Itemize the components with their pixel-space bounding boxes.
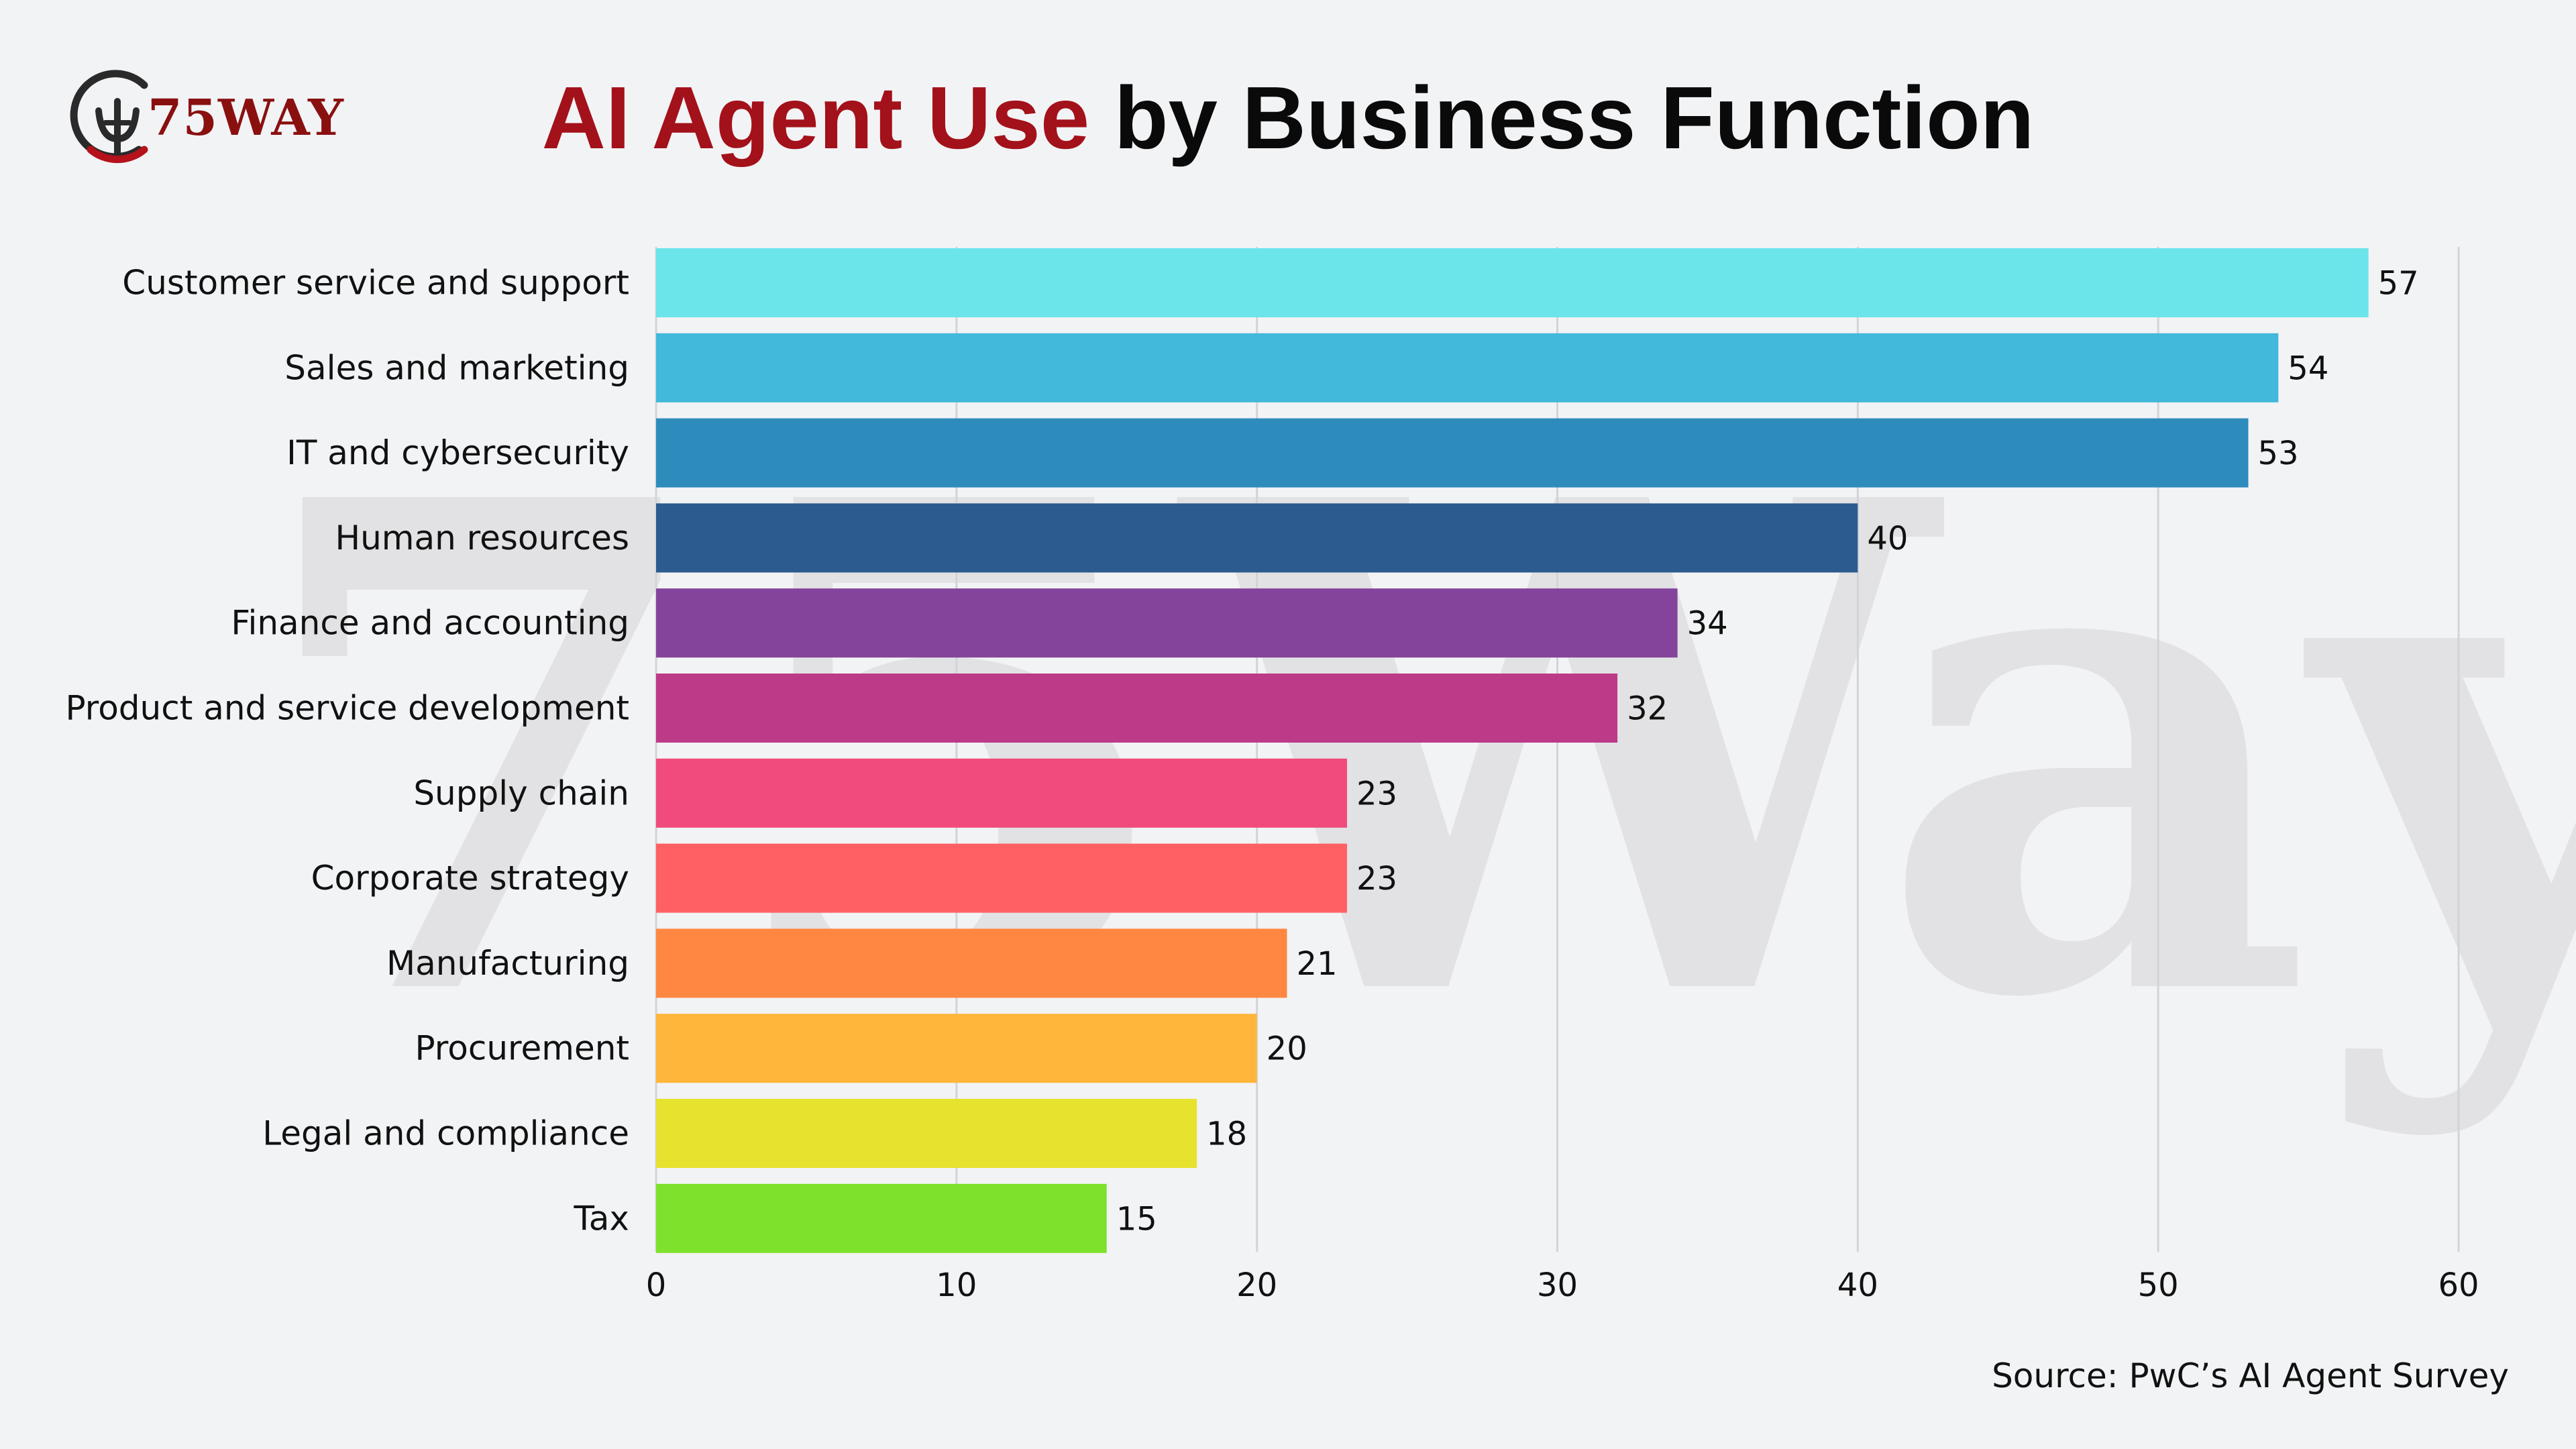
logo-emblem-icon: [70, 70, 148, 164]
data-label: 34: [1687, 605, 1728, 643]
category-label: Human resources: [335, 519, 629, 557]
x-tick-label: 0: [646, 1267, 667, 1304]
bar: [656, 333, 2279, 402]
bar: [656, 843, 1348, 913]
category-label: Legal and compliance: [262, 1114, 629, 1153]
data-label: 15: [1116, 1200, 1157, 1238]
bar: [656, 1183, 1107, 1253]
bar: [656, 503, 1858, 573]
category-label: Tax: [574, 1199, 630, 1238]
bar: [656, 674, 1618, 743]
data-label: 18: [1206, 1116, 1247, 1153]
bar: [656, 248, 2369, 317]
x-tick-label: 20: [1236, 1267, 1277, 1304]
x-tick-label: 10: [936, 1267, 977, 1304]
bar: [656, 1014, 1257, 1083]
category-label: Corporate strategy: [311, 859, 629, 898]
data-label: 32: [1627, 690, 1668, 728]
data-label: 21: [1296, 945, 1337, 983]
bar: [656, 1099, 1197, 1168]
category-label: Sales and marketing: [284, 348, 629, 387]
data-label: 23: [1356, 775, 1397, 812]
logo-text: 75WAY: [148, 89, 344, 147]
category-label: Product and service development: [65, 689, 629, 728]
data-label: 53: [2258, 435, 2299, 472]
title-rest: by Business Function: [1114, 68, 2035, 167]
x-tick-label: 30: [1537, 1267, 1578, 1304]
bar: [656, 588, 1678, 658]
source-note: Source: PwC’s AI Agent Survey: [1992, 1356, 2509, 1395]
bar: [656, 928, 1287, 998]
bar: [656, 418, 2249, 488]
category-label: IT and cybersecurity: [286, 433, 629, 472]
data-label: 54: [2288, 350, 2328, 387]
x-tick-label: 40: [1837, 1267, 1878, 1304]
x-tick-label: 60: [2438, 1267, 2479, 1304]
x-tick-label: 50: [2138, 1267, 2179, 1304]
data-label: 23: [1356, 860, 1397, 898]
category-label: Supply chain: [413, 773, 629, 812]
watermark-text: 75Way: [250, 356, 2576, 1144]
category-label: Procurement: [415, 1029, 629, 1068]
data-label: 57: [2378, 265, 2419, 303]
category-label: Customer service and support: [122, 264, 629, 303]
category-label: Finance and accounting: [231, 604, 629, 643]
brand-logo: 75WAY: [64, 64, 345, 171]
category-label: Manufacturing: [386, 944, 629, 983]
page-title: AI Agent Use by Business Function: [0, 67, 2576, 168]
data-label: 20: [1267, 1030, 1307, 1068]
title-accent: AI Agent Use: [541, 68, 1090, 167]
bar: [656, 758, 1348, 828]
data-label: 40: [1867, 520, 1908, 557]
